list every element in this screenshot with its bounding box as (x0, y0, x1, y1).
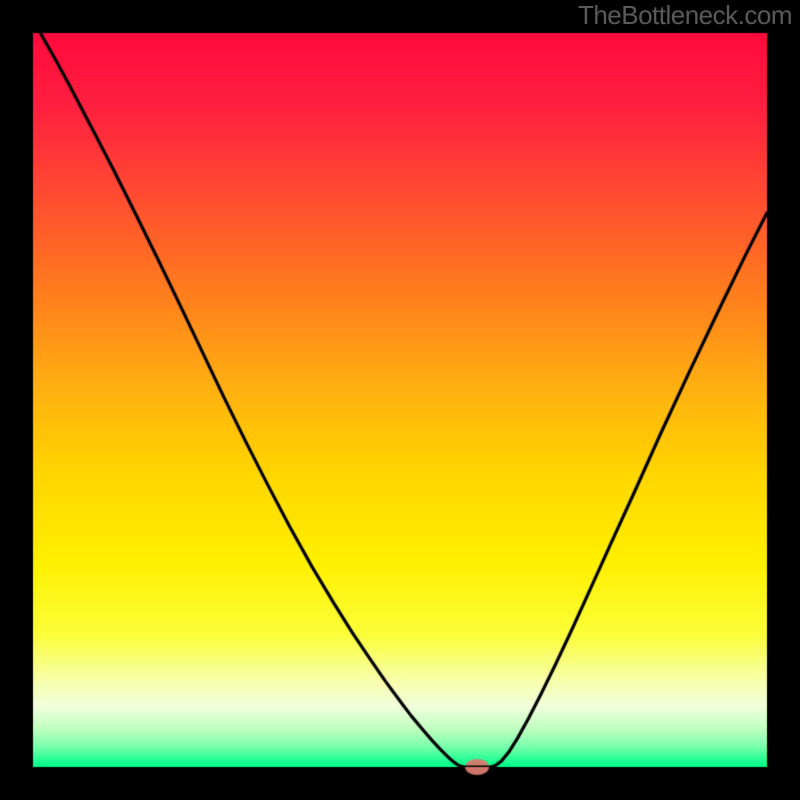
watermark-text: TheBottleneck.com (578, 0, 792, 31)
chart-container: TheBottleneck.com (0, 0, 800, 800)
bottleneck-curve-chart (0, 0, 800, 800)
